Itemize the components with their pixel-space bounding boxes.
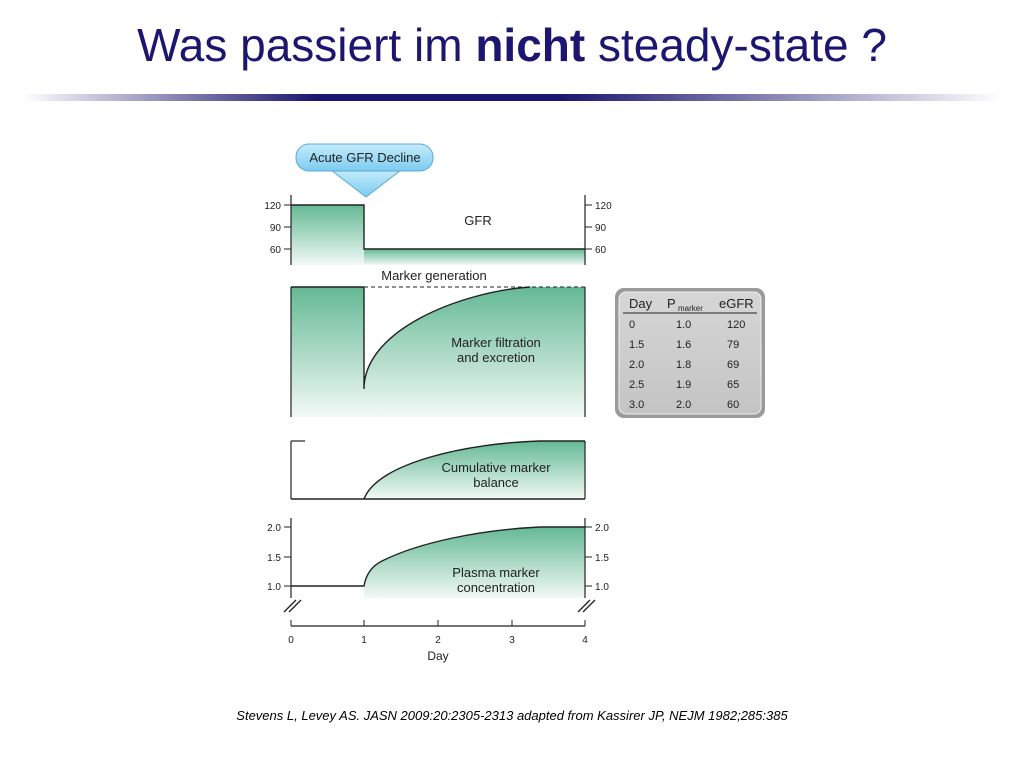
table-cell-egfr: 69 (727, 359, 739, 371)
plasma-tick-label-right: 1.0 (595, 582, 609, 593)
gfr-tick-label: 90 (270, 223, 282, 234)
table-cell-day: 2.0 (629, 359, 644, 371)
table-cell-day: 0 (629, 319, 635, 331)
gfr-panel-label: GFR (464, 213, 491, 228)
acute-gfr-decline-callout: Acute GFR Decline (295, 143, 434, 198)
gfr-tick-label: 60 (270, 245, 282, 256)
axis-break-left-icon (283, 599, 302, 613)
title-suffix: steady-state ? (585, 19, 887, 71)
slide-title: Was passiert im nicht steady-state ? (0, 18, 1024, 72)
gfr-tick-label-right: 60 (595, 245, 607, 256)
citation: Stevens L, Levey AS. JASN 2009:20:2305-2… (236, 708, 788, 723)
day-tick-label: 1 (361, 635, 367, 646)
gfr-tick-label-right: 90 (595, 223, 607, 234)
gfr-fill-after (364, 249, 585, 265)
plasma-tick-label: 1.5 (267, 553, 281, 564)
plasma-tick-label: 1.0 (267, 582, 281, 593)
filtration-fill-before (291, 287, 364, 417)
filtration-panel: Marker generation Marker filtration and … (290, 268, 586, 417)
table-cell-p: 1.0 (676, 319, 691, 331)
table-cell-day: 2.5 (629, 379, 644, 391)
plasma-tick-label: 2.0 (267, 523, 281, 534)
plasma-concentration-panel: 2.0 1.5 1.0 2.0 1.5 1.0 Plasma marker co… (267, 518, 609, 613)
plasma-curve (291, 526, 585, 587)
gfr-tick-label-right: 120 (595, 201, 612, 212)
marker-egfr-table: Day P marker eGFR 0 1.0 120 1.5 1.6 79 2… (615, 288, 765, 418)
table-cell-egfr: 120 (727, 319, 745, 331)
day-tick-label: 4 (582, 635, 588, 646)
table-cell-p: 2.0 (676, 399, 691, 411)
table-header-egfr: eGFR (719, 296, 754, 311)
table-cell-egfr: 60 (727, 399, 739, 411)
day-tick-label: 0 (288, 635, 294, 646)
cumulative-balance-panel: Cumulative marker balance (290, 440, 586, 500)
callout-label: Acute GFR Decline (309, 150, 420, 165)
day-tick-label: 2 (435, 635, 441, 646)
table-cell-day: 1.5 (629, 339, 644, 351)
day-axis: 0 1 2 3 4 Day (288, 620, 588, 663)
plasma-label-line2: concentration (457, 580, 535, 595)
balance-curve (363, 440, 585, 500)
plasma-tick-label-right: 1.5 (595, 553, 609, 564)
day-tick-label: 3 (509, 635, 515, 646)
callout-bubble (295, 143, 434, 172)
filtration-fill-after (364, 287, 585, 417)
table-header-p: P (667, 296, 676, 311)
table-header-p-subscript: marker (678, 304, 703, 313)
plasma-label-line1: Plasma marker (452, 565, 540, 580)
filtration-label-line2: and excretion (457, 350, 535, 365)
filtration-curve (363, 286, 531, 390)
filtration-label-line1: Marker filtration (451, 335, 541, 350)
table-cell-p: 1.6 (676, 339, 691, 351)
title-prefix: Was passiert im (137, 19, 476, 71)
day-axis-label: Day (427, 649, 448, 663)
table-panel (618, 291, 762, 415)
balance-label-line2: balance (473, 475, 519, 490)
balance-label-line1: Cumulative marker (441, 460, 551, 475)
table-cell-day: 3.0 (629, 399, 644, 411)
gfr-fill-before (291, 205, 364, 265)
gfr-panel: 120 90 60 120 90 60 GFR (264, 195, 612, 265)
plasma-fill (364, 527, 585, 598)
down-arrow-icon (329, 169, 403, 198)
gfr-line (291, 204, 585, 250)
table-cell-egfr: 79 (727, 339, 739, 351)
axis-break-right-icon (577, 599, 596, 613)
title-emphasis: nicht (475, 19, 586, 71)
gfr-tick-label: 120 (264, 201, 281, 212)
plasma-tick-label-right: 2.0 (595, 523, 609, 534)
title-underline (22, 94, 1002, 101)
balance-fill (364, 441, 585, 499)
table-cell-egfr: 65 (727, 379, 739, 391)
marker-generation-label: Marker generation (381, 268, 487, 283)
table-cell-p: 1.8 (676, 359, 691, 371)
table-cell-p: 1.9 (676, 379, 691, 391)
table-header-day: Day (629, 296, 653, 311)
